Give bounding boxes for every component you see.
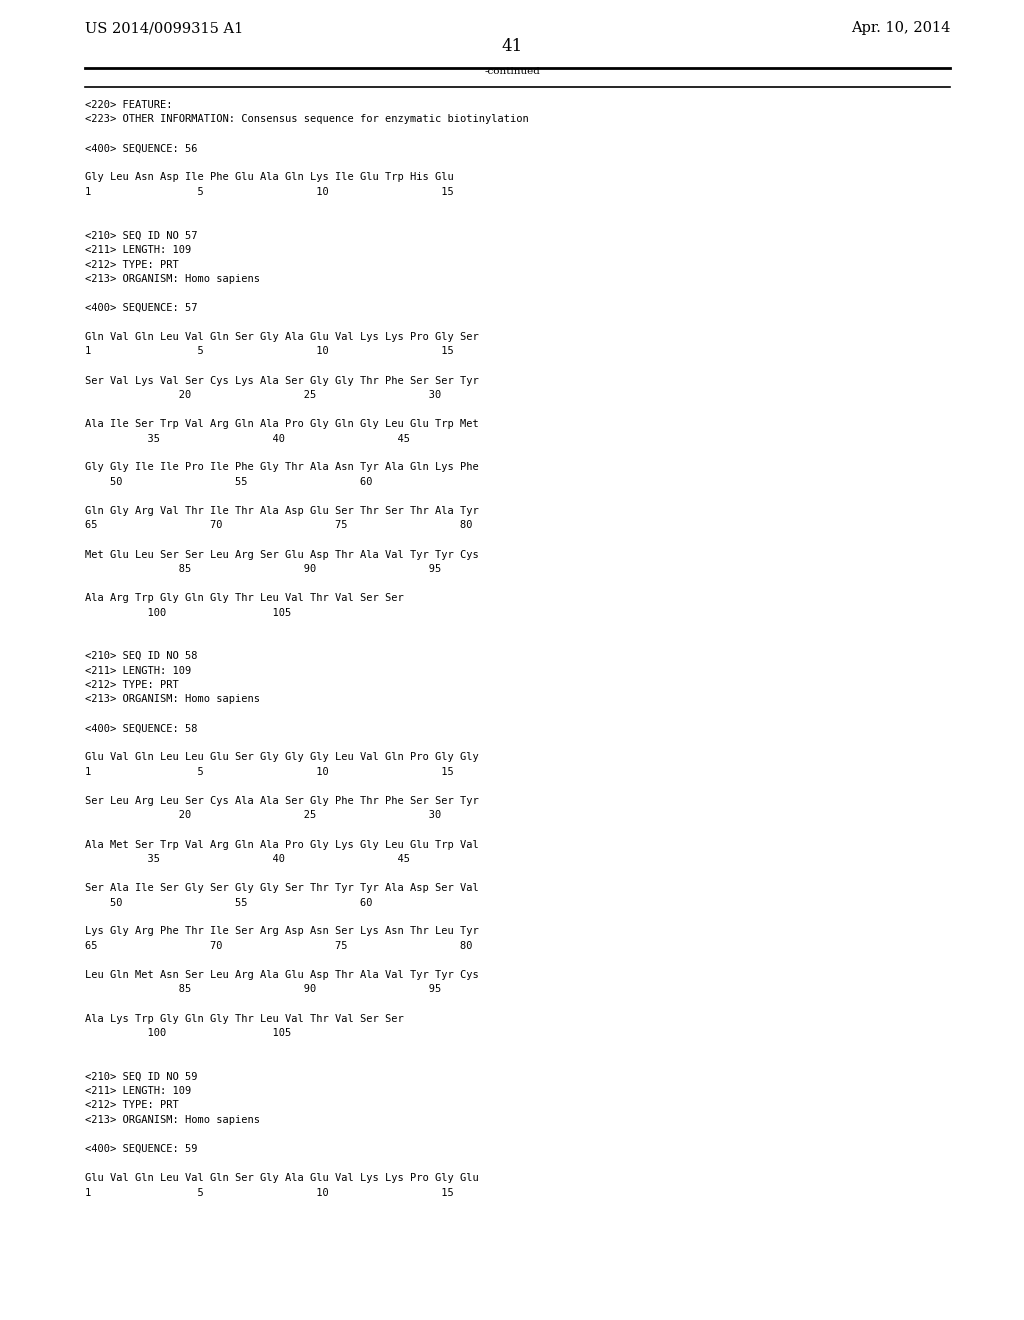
Text: 85                  90                  95: 85 90 95 — [85, 564, 441, 574]
Text: 41: 41 — [502, 38, 522, 55]
Text: 1                 5                  10                  15: 1 5 10 15 — [85, 767, 454, 777]
Text: Gln Gly Arg Val Thr Ile Thr Ala Asp Glu Ser Thr Ser Thr Ala Tyr: Gln Gly Arg Val Thr Ile Thr Ala Asp Glu … — [85, 506, 479, 516]
Text: 65                  70                  75                  80: 65 70 75 80 — [85, 941, 472, 950]
Text: <212> TYPE: PRT: <212> TYPE: PRT — [85, 1101, 179, 1110]
Text: Gln Val Gln Leu Val Gln Ser Gly Ala Glu Val Lys Lys Pro Gly Ser: Gln Val Gln Leu Val Gln Ser Gly Ala Glu … — [85, 333, 479, 342]
Text: 20                  25                  30: 20 25 30 — [85, 389, 441, 400]
Text: 65                  70                  75                  80: 65 70 75 80 — [85, 520, 472, 531]
Text: 50                  55                  60: 50 55 60 — [85, 477, 373, 487]
Text: Glu Val Gln Leu Leu Glu Ser Gly Gly Gly Leu Val Gln Pro Gly Gly: Glu Val Gln Leu Leu Glu Ser Gly Gly Gly … — [85, 752, 479, 763]
Text: <400> SEQUENCE: 58: <400> SEQUENCE: 58 — [85, 723, 198, 734]
Text: <212> TYPE: PRT: <212> TYPE: PRT — [85, 680, 179, 690]
Text: <400> SEQUENCE: 59: <400> SEQUENCE: 59 — [85, 1144, 198, 1154]
Text: <213> ORGANISM: Homo sapiens: <213> ORGANISM: Homo sapiens — [85, 694, 260, 705]
Text: <212> TYPE: PRT: <212> TYPE: PRT — [85, 260, 179, 269]
Text: <210> SEQ ID NO 58: <210> SEQ ID NO 58 — [85, 651, 198, 661]
Text: <223> OTHER INFORMATION: Consensus sequence for enzymatic biotinylation: <223> OTHER INFORMATION: Consensus seque… — [85, 115, 528, 124]
Text: 1                 5                  10                  15: 1 5 10 15 — [85, 1188, 454, 1197]
Text: Ser Ala Ile Ser Gly Ser Gly Gly Ser Thr Tyr Tyr Ala Asp Ser Val: Ser Ala Ile Ser Gly Ser Gly Gly Ser Thr … — [85, 883, 479, 894]
Text: Ser Val Lys Val Ser Cys Lys Ala Ser Gly Gly Thr Phe Ser Ser Tyr: Ser Val Lys Val Ser Cys Lys Ala Ser Gly … — [85, 375, 479, 385]
Text: Ala Arg Trp Gly Gln Gly Thr Leu Val Thr Val Ser Ser: Ala Arg Trp Gly Gln Gly Thr Leu Val Thr … — [85, 593, 403, 603]
Text: Met Glu Leu Ser Ser Leu Arg Ser Glu Asp Thr Ala Val Tyr Tyr Cys: Met Glu Leu Ser Ser Leu Arg Ser Glu Asp … — [85, 549, 479, 560]
Text: 100                 105: 100 105 — [85, 1028, 291, 1038]
Text: Ala Met Ser Trp Val Arg Gln Ala Pro Gly Lys Gly Leu Glu Trp Val: Ala Met Ser Trp Val Arg Gln Ala Pro Gly … — [85, 840, 479, 850]
Text: <220> FEATURE:: <220> FEATURE: — [85, 100, 172, 110]
Text: Gly Gly Ile Ile Pro Ile Phe Gly Thr Ala Asn Tyr Ala Gln Lys Phe: Gly Gly Ile Ile Pro Ile Phe Gly Thr Ala … — [85, 462, 479, 473]
Text: Apr. 10, 2014: Apr. 10, 2014 — [851, 21, 950, 36]
Text: 85                  90                  95: 85 90 95 — [85, 985, 441, 994]
Text: Leu Gln Met Asn Ser Leu Arg Ala Glu Asp Thr Ala Val Tyr Tyr Cys: Leu Gln Met Asn Ser Leu Arg Ala Glu Asp … — [85, 970, 479, 979]
Text: 1                 5                  10                  15: 1 5 10 15 — [85, 187, 454, 197]
Text: <213> ORGANISM: Homo sapiens: <213> ORGANISM: Homo sapiens — [85, 275, 260, 284]
Text: 50                  55                  60: 50 55 60 — [85, 898, 373, 908]
Text: <211> LENGTH: 109: <211> LENGTH: 109 — [85, 1086, 191, 1096]
Text: Ala Lys Trp Gly Gln Gly Thr Leu Val Thr Val Ser Ser: Ala Lys Trp Gly Gln Gly Thr Leu Val Thr … — [85, 1014, 403, 1023]
Text: US 2014/0099315 A1: US 2014/0099315 A1 — [85, 21, 244, 36]
Text: <210> SEQ ID NO 59: <210> SEQ ID NO 59 — [85, 1072, 198, 1081]
Text: 20                  25                  30: 20 25 30 — [85, 810, 441, 821]
Text: Ala Ile Ser Trp Val Arg Gln Ala Pro Gly Gln Gly Leu Glu Trp Met: Ala Ile Ser Trp Val Arg Gln Ala Pro Gly … — [85, 418, 479, 429]
Text: 1                 5                  10                  15: 1 5 10 15 — [85, 346, 454, 356]
Text: <400> SEQUENCE: 57: <400> SEQUENCE: 57 — [85, 304, 198, 313]
Text: 35                  40                  45: 35 40 45 — [85, 854, 410, 865]
Text: Lys Gly Arg Phe Thr Ile Ser Arg Asp Asn Ser Lys Asn Thr Leu Tyr: Lys Gly Arg Phe Thr Ile Ser Arg Asp Asn … — [85, 927, 479, 936]
Text: Glu Val Gln Leu Val Gln Ser Gly Ala Glu Val Lys Lys Pro Gly Glu: Glu Val Gln Leu Val Gln Ser Gly Ala Glu … — [85, 1173, 479, 1183]
Text: Gly Leu Asn Asp Ile Phe Glu Ala Gln Lys Ile Glu Trp His Glu: Gly Leu Asn Asp Ile Phe Glu Ala Gln Lys … — [85, 173, 454, 182]
Text: -continued: -continued — [484, 67, 540, 77]
Text: <213> ORGANISM: Homo sapiens: <213> ORGANISM: Homo sapiens — [85, 1115, 260, 1125]
Text: <211> LENGTH: 109: <211> LENGTH: 109 — [85, 246, 191, 255]
Text: 100                 105: 100 105 — [85, 607, 291, 618]
Text: Ser Leu Arg Leu Ser Cys Ala Ala Ser Gly Phe Thr Phe Ser Ser Tyr: Ser Leu Arg Leu Ser Cys Ala Ala Ser Gly … — [85, 796, 479, 807]
Text: <211> LENGTH: 109: <211> LENGTH: 109 — [85, 665, 191, 676]
Text: <400> SEQUENCE: 56: <400> SEQUENCE: 56 — [85, 144, 198, 153]
Text: 35                  40                  45: 35 40 45 — [85, 433, 410, 444]
Text: <210> SEQ ID NO 57: <210> SEQ ID NO 57 — [85, 231, 198, 240]
